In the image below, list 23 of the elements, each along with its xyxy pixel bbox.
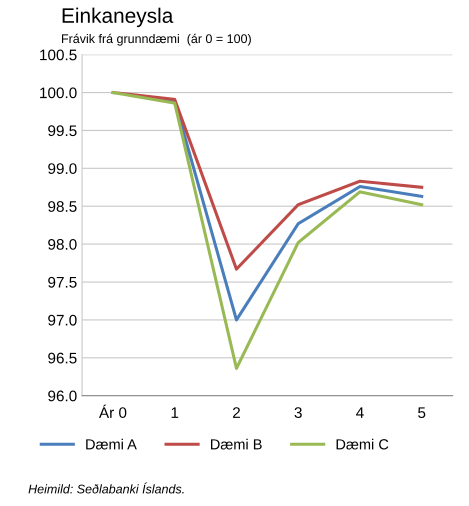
y-tick-label: 96.5 — [48, 352, 77, 364]
chart-title: Einkaneysla — [62, 8, 174, 28]
x-tick-label: 1 — [172, 407, 178, 418]
legend-label: Dæmi B — [210, 438, 262, 450]
legend-label: Dæmi C — [336, 438, 388, 450]
y-tick-label: 96.0 — [48, 390, 77, 402]
y-tick-label: 97.0 — [48, 314, 77, 326]
y-tick-label: 98.0 — [48, 238, 77, 250]
y-tick-label: 98.5 — [48, 201, 77, 212]
y-tick-label: 97.5 — [48, 276, 77, 288]
line-series — [111, 91, 424, 370]
y-tick-label: 100.0 — [40, 87, 77, 98]
legend-label: Dæmi A — [86, 438, 137, 450]
text: Heimild: Seðlabanki Íslands. — [28, 482, 184, 494]
x-tick-label: 2 — [232, 407, 240, 418]
y-tick-label: 100.5 — [40, 50, 77, 60]
y-tick-label: 99.0 — [48, 163, 77, 174]
x-tick-label: 3 — [294, 407, 302, 418]
y-tick-label: 99.5 — [48, 125, 77, 136]
x-tick-label: 5 — [418, 407, 426, 418]
x-tick-label: 4 — [356, 407, 364, 418]
x-tick-label: Ár 0 — [98, 404, 126, 418]
chart-subtitle: Frávik frá grunndæmi (ár 0 = 100) — [62, 34, 251, 46]
